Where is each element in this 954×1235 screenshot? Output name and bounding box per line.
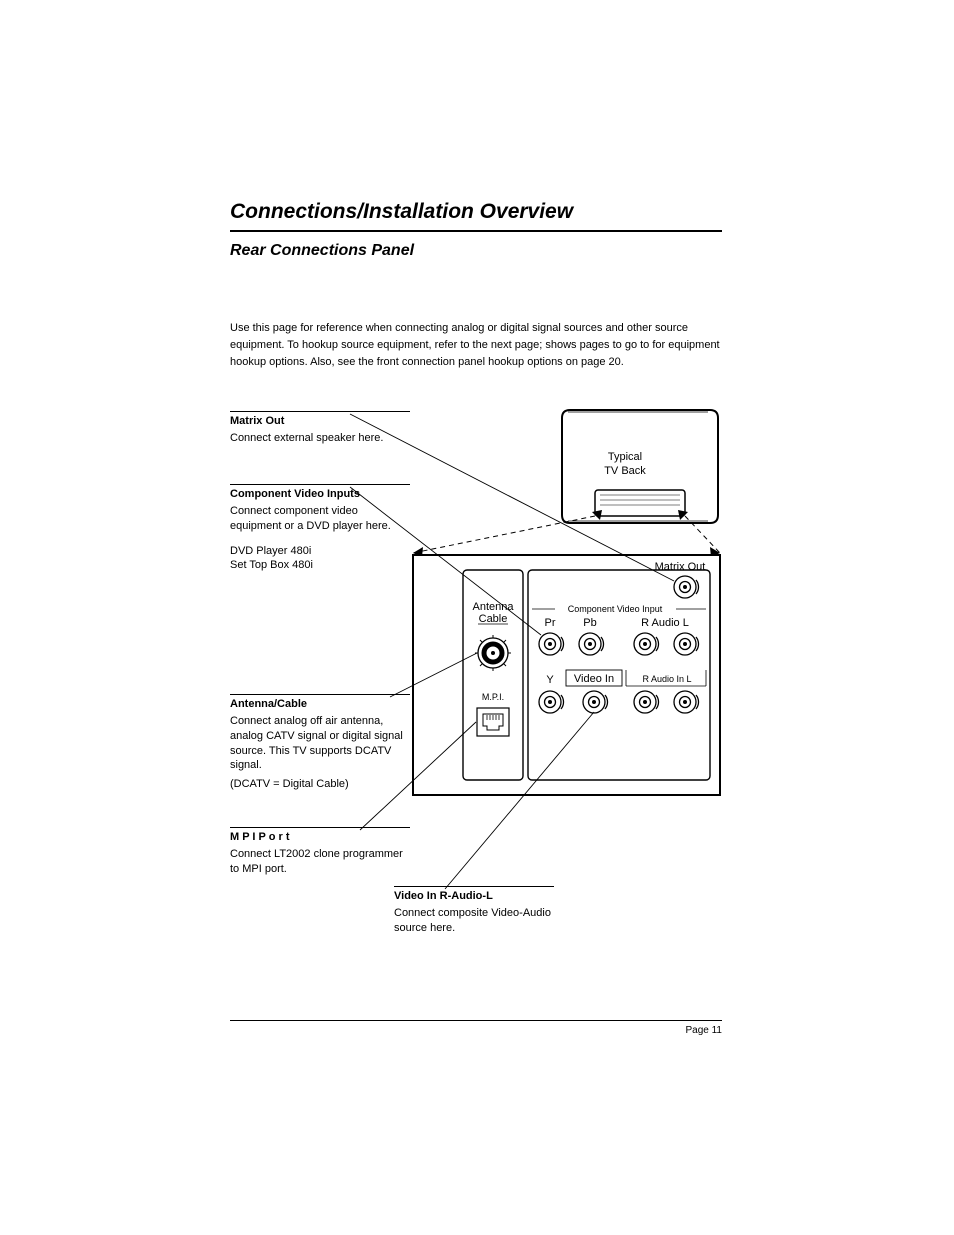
matrix-out-label: Matrix Out	[655, 561, 706, 573]
rear-panel-diagram: Typical TV Back Antenna Cable M.P.I.	[230, 390, 730, 950]
tv-back-label: TV Back	[604, 465, 646, 477]
r-audio-in-l-label: R Audio In L	[642, 674, 691, 684]
antenna-label: Cable	[479, 613, 508, 625]
pb-label: Pb	[583, 617, 596, 629]
r-audio-l-label: R Audio L	[641, 617, 689, 629]
tv-back-label: Typical	[608, 451, 642, 463]
antenna-label: Antenna	[473, 601, 515, 613]
page-subtitle: Rear Connections Panel	[230, 242, 722, 260]
tv-back-icon: Typical TV Back	[562, 410, 718, 523]
y-label: Y	[546, 674, 554, 686]
mpi-label: M.P.I.	[482, 692, 504, 702]
video-in-label: Video In	[574, 673, 614, 685]
page-footer: Page 11	[230, 1020, 722, 1036]
pr-label: Pr	[545, 617, 556, 629]
intro-paragraph: Use this page for reference when connect…	[230, 320, 722, 371]
page-title: Connections/Installation Overview	[230, 200, 722, 232]
component-header: Component Video Input	[568, 604, 663, 614]
